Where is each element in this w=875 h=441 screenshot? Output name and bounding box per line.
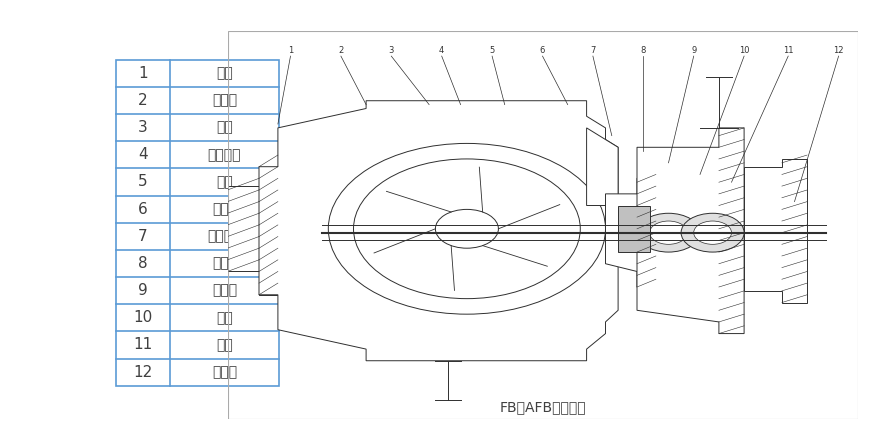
- Text: 葉輪: 葉輪: [216, 121, 233, 135]
- Polygon shape: [259, 101, 618, 361]
- Text: 9: 9: [691, 46, 696, 55]
- Text: 8: 8: [640, 46, 646, 55]
- Text: 密封蓋: 密封蓋: [212, 202, 237, 216]
- Text: 10: 10: [133, 310, 152, 325]
- Polygon shape: [637, 128, 744, 333]
- Text: 1: 1: [288, 46, 293, 55]
- Text: 5: 5: [138, 175, 148, 190]
- Circle shape: [637, 213, 700, 252]
- Text: 機械密封: 機械密封: [207, 229, 242, 243]
- Text: 軸承: 軸承: [216, 338, 233, 352]
- Text: 3: 3: [138, 120, 148, 135]
- Text: 泵蓋: 泵蓋: [216, 175, 233, 189]
- Text: 聯軸節: 聯軸節: [212, 365, 237, 379]
- Text: 6: 6: [138, 202, 148, 217]
- Text: 軸承體: 軸承體: [212, 284, 237, 298]
- Text: 9: 9: [138, 283, 148, 298]
- Text: 2: 2: [138, 93, 148, 108]
- Circle shape: [436, 209, 499, 248]
- Text: 12: 12: [833, 46, 844, 55]
- Polygon shape: [228, 167, 278, 295]
- Text: 軸承蓋: 軸承蓋: [212, 257, 237, 270]
- Text: FB、AFB型结构图: FB、AFB型结构图: [499, 400, 586, 414]
- Polygon shape: [586, 128, 618, 206]
- Text: 密封環: 密封環: [212, 93, 237, 108]
- Text: 3: 3: [388, 46, 394, 55]
- Polygon shape: [618, 206, 649, 252]
- Text: 1: 1: [138, 66, 148, 81]
- Text: 8: 8: [138, 256, 148, 271]
- Text: 11: 11: [133, 337, 152, 352]
- Text: 11: 11: [783, 46, 794, 55]
- Text: 葉輪螺母: 葉輪螺母: [207, 148, 242, 162]
- Text: 4: 4: [439, 46, 444, 55]
- Text: 5: 5: [489, 46, 494, 55]
- Text: 10: 10: [738, 46, 749, 55]
- Polygon shape: [744, 159, 807, 303]
- Text: 泵軸: 泵軸: [216, 311, 233, 325]
- Circle shape: [694, 221, 731, 244]
- Text: 6: 6: [540, 46, 545, 55]
- Text: 7: 7: [138, 229, 148, 244]
- Text: 4: 4: [138, 147, 148, 162]
- Circle shape: [681, 213, 744, 252]
- Text: 7: 7: [591, 46, 596, 55]
- Polygon shape: [606, 178, 656, 287]
- Circle shape: [649, 221, 688, 244]
- Text: 2: 2: [339, 46, 344, 55]
- Circle shape: [354, 159, 580, 299]
- Text: 12: 12: [133, 365, 152, 380]
- Text: 泵殼: 泵殼: [216, 66, 233, 80]
